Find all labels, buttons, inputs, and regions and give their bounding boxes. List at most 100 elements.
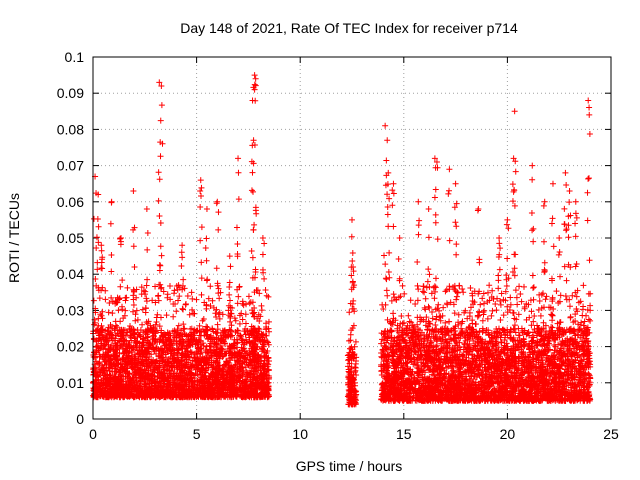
data-point	[425, 303, 432, 310]
data-point	[153, 319, 160, 326]
data-point	[122, 297, 129, 304]
data-point	[154, 311, 161, 318]
data-point	[347, 337, 354, 344]
data-point	[235, 293, 242, 300]
data-point	[379, 301, 386, 308]
data-point	[132, 317, 139, 324]
data-point	[163, 312, 170, 319]
data-point	[106, 300, 113, 307]
data-point	[200, 342, 207, 349]
data-point	[173, 308, 180, 315]
data-point	[188, 289, 195, 296]
data-point	[105, 309, 112, 316]
data-point	[256, 290, 263, 297]
data-point	[245, 293, 252, 300]
data-point	[205, 295, 212, 302]
chart-title: Day 148 of 2021, Rate Of TEC Index for r…	[180, 20, 518, 36]
data-point	[265, 318, 272, 325]
x-tick-label: 5	[193, 426, 201, 442]
y-tick-label: 0.09	[57, 85, 84, 101]
y-tick-label: 0.06	[57, 194, 84, 210]
data-point	[190, 310, 197, 317]
data-point	[226, 291, 233, 298]
data-point	[467, 285, 474, 292]
data-point	[421, 289, 428, 296]
data-point	[212, 310, 219, 317]
data-point	[443, 300, 450, 307]
data-point	[112, 322, 119, 329]
data-point	[154, 293, 161, 300]
data-point	[477, 301, 484, 308]
data-point	[189, 295, 196, 302]
data-point	[133, 307, 140, 314]
data-point	[250, 310, 257, 317]
data-point	[193, 296, 200, 303]
x-tick-label: 10	[292, 426, 308, 442]
data-point	[170, 313, 177, 320]
data-point	[140, 287, 147, 294]
data-point	[176, 293, 183, 300]
y-tick-label: 0.05	[57, 230, 84, 246]
x-tick-label: 25	[603, 426, 619, 442]
data-point	[124, 284, 131, 291]
y-tick-label: 0.07	[57, 158, 84, 174]
data-point	[400, 319, 407, 326]
data-point	[239, 316, 246, 323]
data-point	[166, 283, 173, 290]
data-point	[346, 337, 353, 344]
data-point	[127, 322, 134, 329]
data-point	[262, 287, 269, 294]
data-point	[181, 325, 188, 332]
data-point	[102, 296, 109, 303]
data-point	[246, 300, 253, 307]
data-point	[102, 287, 109, 294]
data-point	[573, 293, 580, 300]
data-point	[346, 309, 353, 316]
x-tick-label: 20	[500, 426, 516, 442]
y-tick-label: 0.03	[57, 302, 84, 318]
data-point	[423, 284, 430, 291]
data-point	[175, 322, 182, 329]
data-point	[175, 297, 182, 304]
y-axis-label: ROTI / TECUs	[6, 193, 22, 283]
data-point	[175, 346, 182, 353]
data-point	[90, 297, 97, 304]
data-point	[481, 307, 488, 314]
data-point	[122, 307, 129, 314]
data-point	[352, 338, 359, 345]
data-point	[236, 320, 243, 327]
data-point	[549, 317, 556, 324]
data-point	[488, 312, 495, 319]
y-tick-label: 0	[76, 411, 84, 427]
data-point	[134, 316, 141, 323]
data-point	[405, 312, 412, 319]
data-point	[514, 301, 521, 308]
data-point	[455, 321, 462, 328]
data-point	[143, 295, 150, 302]
data-point	[414, 297, 421, 304]
x-axis-label: GPS time / hours	[296, 458, 403, 474]
grid-lines	[93, 57, 611, 419]
data-point	[216, 295, 223, 302]
data-point	[512, 287, 519, 294]
x-tick-label: 0	[89, 426, 97, 442]
data-point	[96, 295, 103, 302]
data-point	[130, 302, 137, 309]
y-tick-label: 0.02	[57, 339, 84, 355]
data-point	[139, 321, 146, 328]
data-point	[115, 307, 122, 314]
data-point	[143, 298, 150, 305]
data-point	[156, 323, 163, 330]
y-tick-label: 0.04	[57, 266, 84, 282]
data-point	[155, 297, 162, 304]
data-points	[90, 72, 594, 408]
data-point	[242, 311, 249, 318]
data-point	[240, 302, 247, 309]
data-point	[486, 282, 493, 289]
data-point	[242, 320, 249, 327]
x-tick-label: 15	[396, 426, 412, 442]
y-tick-label: 0.01	[57, 375, 84, 391]
data-point	[431, 295, 438, 302]
data-point	[207, 283, 214, 290]
